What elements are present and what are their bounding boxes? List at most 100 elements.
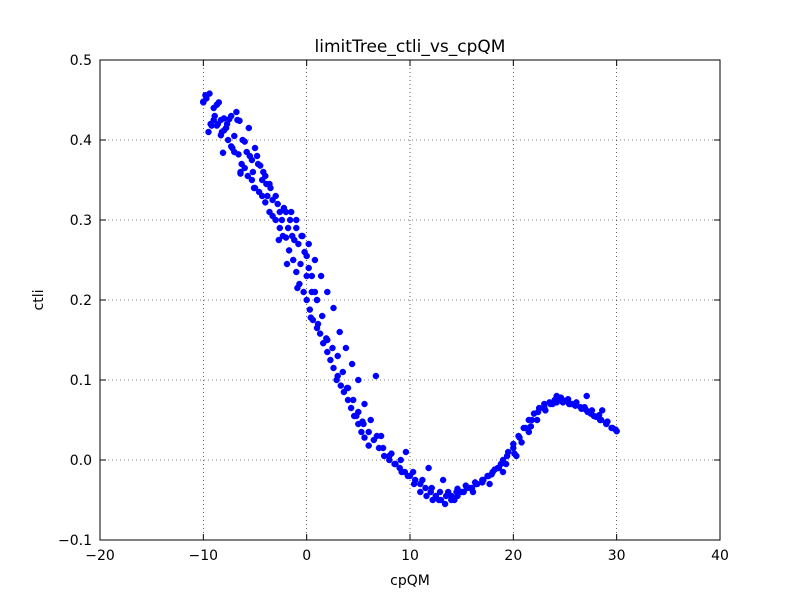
scatter-point <box>203 95 210 102</box>
y-tick-label: 0.4 <box>70 133 92 149</box>
scatter-point <box>235 151 242 158</box>
scatter-point <box>365 442 372 449</box>
scatter-point <box>251 144 259 152</box>
scatter-point <box>358 428 365 436</box>
scatter-point <box>404 472 412 480</box>
scatter-point <box>419 476 426 484</box>
y-tick-label: 0.5 <box>70 53 92 69</box>
scatter-point <box>435 496 443 504</box>
scatter-point <box>324 288 331 296</box>
scatter-point <box>612 426 619 433</box>
scatter-point <box>324 348 331 356</box>
y-tick-label: −0.1 <box>58 533 92 549</box>
scatter-point <box>462 482 470 489</box>
scatter-point <box>460 488 467 496</box>
scatter-point <box>337 382 345 389</box>
scatter-point <box>417 488 424 496</box>
scatter-point <box>294 284 301 292</box>
scatter-point <box>343 384 351 392</box>
scatter-point <box>289 256 297 264</box>
scatter-point <box>513 452 520 460</box>
scatter-point <box>439 476 447 484</box>
scatter-point <box>525 428 533 436</box>
scatter-point <box>588 407 596 414</box>
scatter-point <box>213 122 221 129</box>
scatter-point <box>241 164 248 172</box>
scatter-point <box>313 296 321 304</box>
scatter-point <box>428 484 435 492</box>
scatter-point <box>436 488 444 496</box>
scatter-point <box>379 444 387 452</box>
scatter-point <box>342 344 350 352</box>
y-tick-label: 0.1 <box>70 373 92 389</box>
scatter-point <box>365 428 372 436</box>
scatter-point <box>227 112 235 120</box>
scatter-point <box>244 172 252 180</box>
axis-ticks: −20 −10 0 10 20 30 40 −0.1 0.0 0.1 0.2 0.3 0.4 0.5 <box>58 53 729 564</box>
scatter-point <box>347 404 355 412</box>
x-tick-label: 20 <box>504 548 522 564</box>
scatter-point <box>327 356 334 364</box>
scatter-point <box>323 335 330 342</box>
scatter-point <box>402 448 410 456</box>
scatter-point <box>308 288 316 296</box>
scatter-point <box>241 138 248 145</box>
scatter-point <box>267 184 274 192</box>
scatter-point <box>231 132 238 140</box>
scatter-point <box>425 464 432 472</box>
scatter-point <box>372 372 380 380</box>
scatter-point <box>278 216 286 224</box>
scatter-point <box>256 162 264 169</box>
scatter-point <box>495 464 503 472</box>
scatter-point <box>502 460 510 468</box>
scatter-point <box>285 247 293 254</box>
scatter-point <box>355 376 362 384</box>
scatter-point <box>272 216 279 224</box>
scatter-point <box>293 216 300 224</box>
y-tick-label: 0.3 <box>70 213 92 229</box>
y-tick-label: 0.2 <box>70 293 92 309</box>
scatter-point <box>317 272 325 280</box>
scatter-point <box>236 117 243 125</box>
scatter-point <box>397 456 404 464</box>
scatter-point <box>215 99 223 106</box>
scatter-point <box>553 392 560 400</box>
scatter-point <box>348 360 356 368</box>
scatter-point <box>595 411 603 419</box>
scatter-point <box>540 404 547 412</box>
scatter-point <box>377 432 385 440</box>
scatter-point <box>361 434 368 441</box>
scatter-point <box>250 184 258 192</box>
scatter-point <box>409 468 417 476</box>
scatter-point <box>423 492 430 500</box>
scatter-point <box>568 400 576 408</box>
scatter-point <box>583 392 590 400</box>
x-tick-label: 0 <box>302 548 311 564</box>
scatter-point <box>329 344 336 352</box>
scatter-point <box>349 396 357 404</box>
scatter-point <box>217 131 225 139</box>
scatter-point <box>581 403 588 411</box>
scatter-point <box>306 306 314 313</box>
scatter-point <box>480 476 487 484</box>
scatter-point <box>295 240 302 248</box>
scatter-point <box>210 116 217 124</box>
scatter-point <box>486 480 493 488</box>
scatter-point <box>451 496 458 504</box>
x-tick-label: 40 <box>711 548 729 564</box>
scatter-point <box>275 236 283 244</box>
scatter-point <box>392 460 399 468</box>
scatter-point <box>361 400 368 408</box>
scatter-point <box>339 368 347 376</box>
scatter-point <box>298 232 305 240</box>
scatter-point <box>286 216 294 224</box>
y-axis-label: ctli <box>31 290 47 311</box>
scatter-point <box>303 272 310 280</box>
scatter-point <box>359 418 366 425</box>
scatter-point <box>224 136 232 144</box>
scatter-point <box>353 412 360 420</box>
scatter-point <box>318 312 326 320</box>
grid-lines <box>100 60 720 540</box>
